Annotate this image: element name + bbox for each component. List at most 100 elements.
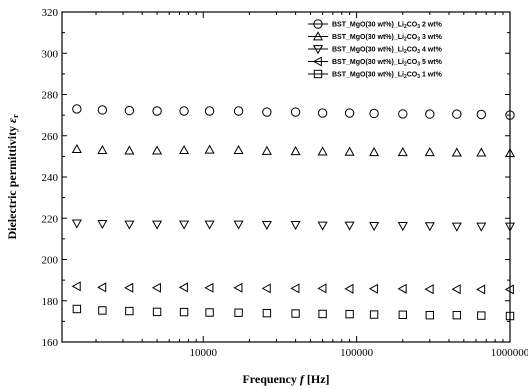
data-point-circle bbox=[425, 109, 435, 119]
data-point-triangle-up bbox=[124, 145, 135, 155]
data-point-triangle-left bbox=[233, 282, 243, 293]
legend-label-prefix: BST_MgO(30 wt%)_Li bbox=[332, 47, 404, 54]
y-tick-label: 200 bbox=[42, 255, 59, 267]
y-tick-label: 180 bbox=[42, 296, 59, 308]
data-point-triangle-up bbox=[261, 145, 272, 155]
data-point-triangle-left bbox=[476, 284, 486, 295]
legend-marker-triangle-left bbox=[312, 56, 322, 67]
y-tick-label: 260 bbox=[42, 131, 59, 143]
data-point-triangle-down bbox=[397, 222, 408, 232]
data-point-triangle-left bbox=[397, 283, 407, 294]
data-point-triangle-down bbox=[476, 222, 487, 232]
data-point-triangle-left bbox=[71, 281, 81, 292]
data-point-square bbox=[398, 310, 407, 319]
data-point-square bbox=[125, 306, 134, 316]
data-point-triangle-up bbox=[344, 146, 355, 156]
data-point-square bbox=[318, 309, 327, 319]
legend-label-sub1: 2 bbox=[404, 62, 407, 68]
data-point-triangle-up bbox=[424, 147, 435, 157]
data-point-triangle-down bbox=[369, 222, 380, 232]
data-point-square bbox=[477, 311, 486, 320]
data-point-triangle-up bbox=[369, 147, 380, 157]
data-point-circle bbox=[124, 105, 135, 116]
x-axis-title-symbol: f bbox=[300, 372, 305, 386]
y-tick-label: 300 bbox=[42, 48, 59, 60]
data-point-square bbox=[452, 310, 462, 320]
legend-label-suffix: 5 wt% bbox=[420, 59, 443, 66]
data-point-circle bbox=[476, 109, 487, 120]
legend-label-sub1: 2 bbox=[404, 24, 407, 30]
data-point-triangle-down bbox=[71, 219, 82, 229]
y-axis-title-sub: r bbox=[11, 114, 20, 118]
legend-label-sub2: 3 bbox=[417, 37, 420, 43]
data-point-circle bbox=[317, 108, 328, 118]
legend-marker-circle bbox=[313, 19, 323, 29]
data-point-triangle-up bbox=[476, 147, 487, 157]
legend-label-sub1: 2 bbox=[404, 74, 407, 80]
data-point-square bbox=[505, 311, 515, 321]
legend-label: BST_MgO(30 wt%)_Li2CO3 3 wt% bbox=[332, 34, 443, 43]
data-point-triangle-up bbox=[179, 144, 190, 155]
data-point-triangle-left bbox=[261, 283, 271, 294]
legend-label-mid: CO bbox=[407, 72, 418, 79]
data-point-triangle-up bbox=[233, 144, 244, 155]
x-tick-label: 10000 bbox=[189, 347, 217, 359]
legend-marker-triangle-up bbox=[312, 31, 324, 41]
data-point-triangle-left bbox=[504, 284, 514, 295]
data-point-triangle-left bbox=[178, 282, 188, 293]
data-point-triangle-down bbox=[261, 220, 272, 231]
data-point-triangle-up bbox=[397, 147, 408, 157]
data-point-circle bbox=[344, 108, 355, 118]
data-point-circle bbox=[369, 108, 379, 119]
data-point-triangle-up bbox=[152, 145, 163, 155]
data-point-circle bbox=[152, 106, 162, 116]
y-tick-label: 320 bbox=[42, 7, 59, 19]
data-point-square bbox=[72, 304, 82, 314]
x-axis-title: Frequency f [Hz] bbox=[242, 372, 329, 386]
legend-label: BST_MgO(30 wt%)_Li2CO3 2 wt% bbox=[332, 22, 443, 31]
legend-label: BST_MgO(30 wt%)_Li2CO3 1 wt% bbox=[332, 72, 443, 81]
data-point-square bbox=[345, 309, 354, 319]
legend-label: BST_MgO(30 wt%)_Li2CO3 4 wt% bbox=[332, 47, 443, 56]
data-point-square bbox=[369, 310, 379, 319]
data-point-circle bbox=[290, 107, 301, 117]
legend-label-mid: CO bbox=[407, 22, 418, 29]
data-point-triangle-down bbox=[204, 220, 215, 230]
data-point-triangle-left bbox=[151, 282, 161, 293]
y-tick-label: 280 bbox=[42, 90, 59, 102]
data-point-triangle-down bbox=[504, 222, 516, 232]
legend-label-suffix: 2 wt% bbox=[420, 22, 443, 29]
data-point-triangle-down bbox=[233, 220, 244, 230]
data-point-circle bbox=[204, 106, 215, 116]
data-point-circle bbox=[452, 109, 462, 119]
data-point-circle bbox=[505, 110, 515, 120]
x-axis-title-unit: [Hz] bbox=[304, 372, 330, 386]
data-point-triangle-left bbox=[290, 283, 300, 294]
legend-label-sub2: 3 bbox=[417, 24, 420, 30]
legend-label-mid: CO bbox=[407, 34, 418, 41]
x-tick-label: 100000 bbox=[340, 347, 374, 359]
data-point-triangle-up bbox=[204, 144, 215, 154]
legend-label-prefix: BST_MgO(30 wt%)_Li bbox=[332, 34, 404, 41]
legend-label-suffix: 1 wt% bbox=[420, 72, 443, 79]
data-point-triangle-down bbox=[424, 222, 435, 232]
legend-label-mid: CO bbox=[407, 47, 418, 54]
data-point-triangle-left bbox=[424, 284, 434, 295]
data-point-triangle-up bbox=[504, 148, 516, 158]
data-point-triangle-up bbox=[451, 147, 462, 157]
data-point-square bbox=[152, 307, 162, 317]
data-point-circle bbox=[398, 109, 408, 119]
data-point-triangle-left bbox=[317, 283, 327, 294]
data-point-circle bbox=[179, 106, 189, 116]
data-point-triangle-up bbox=[71, 143, 82, 154]
data-point-square bbox=[179, 307, 189, 317]
y-tick-label: 240 bbox=[42, 172, 59, 184]
legend-marker-square bbox=[313, 69, 323, 79]
legend-label-suffix: 4 wt% bbox=[420, 47, 443, 54]
y-axis-title-symbol: ε bbox=[5, 118, 19, 123]
legend-label-sub1: 2 bbox=[404, 49, 407, 55]
legend-label-mid: CO bbox=[407, 59, 418, 66]
data-point-triangle-left bbox=[97, 282, 107, 293]
legend-label-prefix: BST_MgO(30 wt%)_Li bbox=[332, 72, 404, 79]
